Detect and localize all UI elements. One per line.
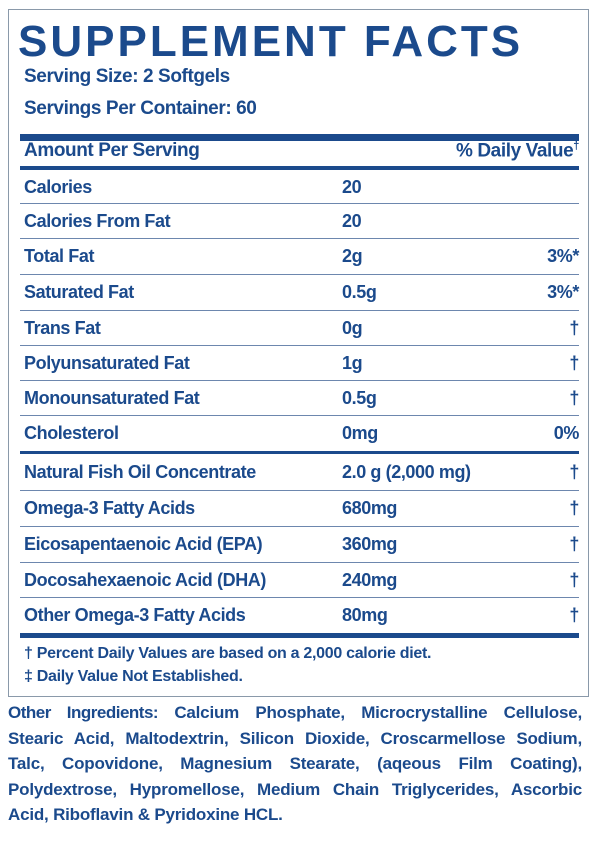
- nutrient-row: Polyunsaturated Fat 1g †: [20, 345, 579, 380]
- nutrient-row: Eicosapentaenoic Acid (EPA) 360mg †: [20, 526, 579, 561]
- nutrient-name: Omega-3 Fatty Acids: [24, 498, 195, 518]
- nutrient-name: Cholesterol: [24, 423, 119, 443]
- nutrient-row: Docosahexaenoic Acid (DHA) 240mg †: [20, 562, 579, 597]
- nutrient-daily-value: †: [569, 462, 579, 482]
- nutrient-daily-value: †: [569, 570, 579, 590]
- nutrient-row: Calories 20: [20, 170, 579, 205]
- header-divider: [20, 166, 579, 170]
- nutrient-name: Other Omega-3 Fatty Acids: [24, 605, 246, 625]
- nutrient-row: Cholesterol 0mg 0%: [20, 415, 579, 450]
- footnote-double-dagger: ‡ Daily Value Not Established.: [24, 668, 243, 685]
- panel-title: SUPPLEMENT FACTS: [18, 17, 524, 66]
- nutrient-daily-value: 3%*: [547, 282, 579, 302]
- table-header: Amount Per Serving % Daily Value†: [24, 140, 579, 162]
- nutrient-name: Natural Fish Oil Concentrate: [24, 462, 256, 482]
- nutrient-amount: 360mg: [342, 534, 398, 554]
- section-divider: [20, 451, 579, 454]
- nutrient-daily-value: †: [569, 388, 579, 408]
- nutrient-name: Eicosapentaenoic Acid (EPA): [24, 534, 263, 554]
- supplement-facts-panel: [8, 9, 589, 697]
- nutrient-amount: 1g: [342, 353, 363, 373]
- nutrient-name: Calories: [24, 177, 92, 197]
- nutrient-daily-value: †: [569, 498, 579, 518]
- other-ingredients-label: Other Ingredients:: [8, 703, 159, 722]
- nutrient-row: Other Omega-3 Fatty Acids 80mg †: [20, 597, 579, 632]
- nutrient-amount: 2.0 g (2,000 mg): [342, 462, 471, 482]
- nutrient-amount: 2g: [342, 246, 363, 266]
- serving-size: Serving Size: 2 Softgels: [24, 66, 230, 87]
- nutrient-row: Total Fat 2g 3%*: [20, 238, 579, 273]
- nutrient-amount: 20: [342, 177, 362, 197]
- nutrient-amount: 0.5g: [342, 388, 377, 408]
- nutrient-name: Polyunsaturated Fat: [24, 353, 190, 373]
- nutrient-daily-value: †: [569, 353, 579, 373]
- nutrient-name: Calories From Fat: [24, 211, 171, 231]
- nutrient-amount: 80mg: [342, 605, 388, 625]
- nutrient-amount: 20: [342, 211, 362, 231]
- nutrient-row: Saturated Fat 0.5g 3%*: [20, 274, 579, 309]
- thick-divider: [20, 134, 579, 141]
- nutrient-row: Calories From Fat 20: [20, 203, 579, 238]
- nutrient-amount: 680mg: [342, 498, 398, 518]
- footnote-dagger: † Percent Daily Values are based on a 2,…: [24, 645, 432, 662]
- nutrient-row: Trans Fat 0g †: [20, 310, 579, 345]
- nutrient-name: Monounsaturated Fat: [24, 388, 200, 408]
- nutrient-daily-value: †: [569, 605, 579, 625]
- nutrient-row: Natural Fish Oil Concentrate 2.0 g (2,000…: [20, 455, 579, 490]
- nutrient-row: Monounsaturated Fat 0.5g †: [20, 380, 579, 415]
- nutrient-daily-value: 0%: [553, 423, 580, 443]
- nutrient-name: Total Fat: [24, 246, 95, 266]
- nutrient-amount: 240mg: [342, 570, 398, 590]
- servings-per-container: Servings Per Container: 60: [24, 98, 257, 119]
- other-ingredients: Other Ingredients: Calcium Phosphate, Mi…: [8, 700, 582, 828]
- daily-value-label: % Daily Value†: [455, 140, 579, 162]
- nutrient-daily-value: †: [569, 534, 579, 554]
- nutrient-amount: 0mg: [342, 423, 378, 443]
- other-ingredients-text: Calcium Phosphate, Microcrystalline Cell…: [8, 703, 582, 824]
- footnote-divider: [20, 633, 579, 638]
- nutrient-daily-value: †: [569, 318, 579, 338]
- nutrient-amount: 0.5g: [342, 282, 377, 302]
- nutrient-amount: 0g: [342, 318, 363, 338]
- nutrient-name: Trans Fat: [24, 318, 101, 338]
- nutrient-name: Docosahexaenoic Acid (DHA): [24, 570, 266, 590]
- nutrient-daily-value: 3%*: [547, 246, 579, 266]
- nutrient-name: Saturated Fat: [24, 282, 134, 302]
- nutrient-row: Omega-3 Fatty Acids 680mg †: [20, 490, 579, 525]
- amount-per-serving-label: Amount Per Serving: [24, 140, 200, 161]
